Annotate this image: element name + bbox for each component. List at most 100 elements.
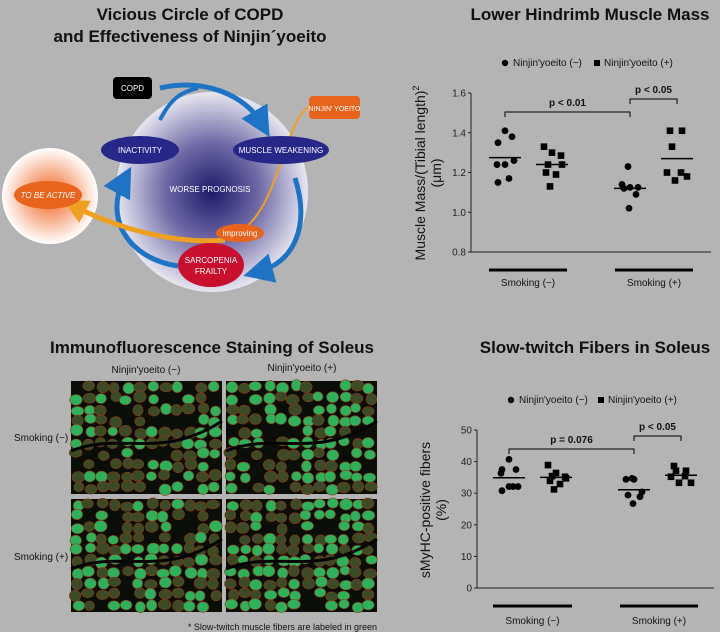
slow-twitch-fiber — [158, 576, 172, 589]
fast-twitch-fiber — [98, 450, 110, 461]
data-point — [626, 184, 634, 191]
slow-twitch-fiber — [95, 393, 107, 404]
slow-twitch-fiber — [338, 520, 351, 532]
slow-twitch-fiber — [301, 501, 315, 512]
slow-twitch-fiber — [264, 380, 276, 392]
slow-twitch-fiber — [194, 531, 207, 544]
frailty-label: FRAILTY — [195, 267, 228, 276]
fast-twitch-fiber — [276, 461, 287, 473]
fast-twitch-fiber — [94, 425, 107, 437]
slow-twitch-fiber — [248, 394, 263, 406]
slow-twitch-fiber — [207, 380, 220, 392]
fast-twitch-fiber — [195, 471, 209, 483]
muscle-weakening-node — [233, 136, 329, 164]
copd-label: COPD — [121, 84, 144, 93]
fast-twitch-fiber — [238, 587, 252, 598]
slow-twitch-fiber — [171, 381, 183, 394]
worse-prognosis-label: WORSE PROGNOSIS — [170, 185, 251, 194]
slow-twitch-fiber — [365, 554, 378, 565]
fast-twitch-fiber — [131, 458, 145, 470]
fast-twitch-fiber — [96, 497, 109, 509]
fast-twitch-fiber — [313, 481, 326, 492]
data-point — [683, 173, 691, 180]
slow-twitch-fiber — [121, 447, 134, 458]
fast-twitch-fiber — [350, 380, 365, 392]
fast-twitch-fiber — [82, 380, 95, 392]
data-point — [494, 179, 502, 186]
slow-twitch-fiber — [69, 394, 83, 406]
data-point — [630, 475, 638, 483]
y-tick-label: 0 — [466, 584, 472, 595]
fast-twitch-fiber — [172, 576, 185, 587]
fast-twitch-fiber — [262, 459, 276, 471]
slow-twitch-fiber — [224, 598, 239, 610]
fast-twitch-fiber — [208, 469, 222, 482]
fast-twitch-fiber — [264, 599, 277, 611]
fast-twitch-fiber — [133, 481, 146, 493]
significance-bracket — [504, 111, 631, 117]
fast-twitch-fiber — [263, 579, 277, 591]
fast-twitch-fiber — [285, 394, 300, 406]
fast-twitch-fiber — [119, 532, 133, 544]
fast-twitch-fiber — [238, 576, 251, 588]
fast-twitch-fiber — [71, 578, 83, 591]
slow-twitch-fiber — [171, 543, 183, 555]
fast-twitch-fiber — [81, 588, 95, 599]
fast-twitch-fiber — [352, 438, 364, 450]
fast-twitch-fiber — [352, 480, 365, 493]
slow-twitch-fiber — [147, 459, 160, 470]
slow-twitch-fiber — [70, 406, 85, 417]
data-point — [557, 152, 565, 159]
fast-twitch-fiber — [172, 461, 184, 474]
slow-twitch-fiber — [350, 510, 361, 522]
micrograph-smoking-minus-ninjin-plus — [223, 379, 378, 496]
slow-twitch-chart: Slow-twitch Fibers in Soleus sMyHC-posit… — [417, 338, 714, 627]
to-be-active-node — [14, 181, 82, 209]
fast-twitch-fiber — [195, 382, 208, 393]
y-tick-label: 0.8 — [452, 248, 466, 259]
fast-twitch-fiber — [250, 500, 263, 512]
fast-twitch-fiber — [350, 393, 364, 404]
slow-twitch-fiber — [198, 413, 210, 426]
ninjin-label: NINJIN' YOEITO — [308, 106, 361, 113]
fast-twitch-fiber — [170, 404, 183, 416]
fast-twitch-fiber — [349, 557, 362, 568]
slow-twitch-fiber — [249, 579, 263, 591]
fast-twitch-fiber — [184, 458, 198, 470]
slow-twitch-fiber — [301, 472, 315, 484]
fast-twitch-fiber — [289, 481, 302, 493]
fast-twitch-fiber — [302, 577, 315, 590]
y-tick-label: 50 — [461, 426, 473, 437]
fast-twitch-fiber — [84, 484, 98, 495]
improving-label: improving — [223, 229, 258, 238]
slow-twitch-fiber — [184, 567, 198, 579]
fast-twitch-fiber — [275, 534, 287, 546]
data-point — [622, 475, 630, 483]
slow-twitch-fiber — [313, 543, 325, 554]
slow-twitch-fiber — [71, 568, 84, 581]
y-tick-label: 20 — [461, 520, 473, 531]
slow-twitch-fiber — [160, 403, 172, 415]
data-point — [562, 475, 570, 482]
data-point — [505, 455, 513, 463]
fast-twitch-fiber — [198, 402, 210, 414]
data-point — [682, 467, 690, 475]
legend-label: Ninjin'yoeito (+) — [604, 58, 673, 69]
slow-twitch-fiber — [227, 544, 240, 555]
staining-panel: Immunofluorescence Staining of Soleus Ni… — [14, 338, 378, 632]
slow-twitch-fiber — [81, 565, 95, 578]
fast-twitch-fiber — [96, 542, 110, 555]
fast-twitch-fiber — [93, 405, 107, 416]
data-point — [629, 500, 637, 508]
fast-twitch-fiber — [299, 381, 313, 393]
fast-twitch-fiber — [361, 589, 375, 601]
slow-twitch-fiber — [158, 543, 170, 554]
diagram-title-line1: Vicious Circle of COPD — [97, 5, 284, 24]
fast-twitch-fiber — [249, 413, 262, 425]
data-point — [678, 127, 686, 135]
slow-twitch-fiber — [337, 534, 349, 545]
slow-twitch-fiber — [250, 428, 263, 439]
slow-twitch-fiber — [131, 543, 145, 554]
data-point — [493, 161, 501, 168]
